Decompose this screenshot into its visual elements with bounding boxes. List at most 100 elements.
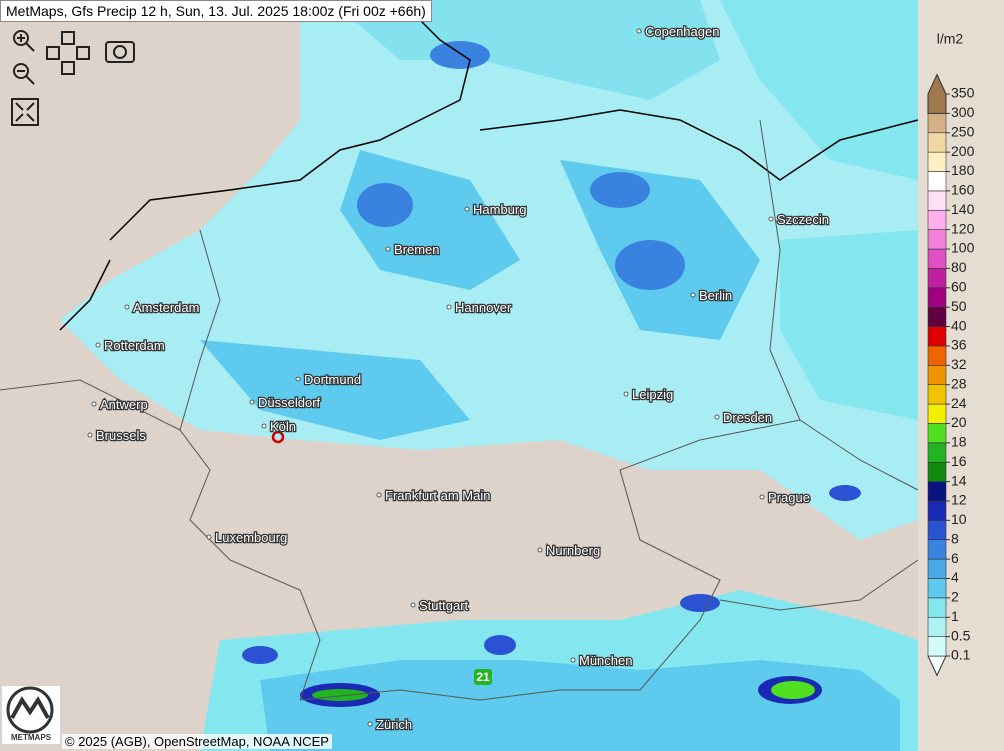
legend-swatch: [927, 345, 947, 366]
city-label: Rotterdam: [104, 338, 165, 353]
legend-unit: l/m2: [937, 31, 964, 47]
city-dot: [95, 342, 101, 348]
borders: [0, 119, 919, 701]
city-label: Hamburg: [473, 202, 526, 217]
legend-label: 4: [951, 569, 959, 585]
city-dot: [570, 657, 576, 663]
legend-label: 300: [951, 104, 975, 120]
title: MetMaps, Gfs Precip 12 h, Sun, 13. Jul. …: [0, 0, 432, 22]
city-dot: [385, 246, 391, 252]
city-label: Nurnberg: [546, 543, 600, 558]
city-label: Dresden: [723, 410, 772, 425]
legend-swatch: [927, 520, 947, 541]
legend-swatch: [927, 423, 947, 444]
legend-label: 40: [951, 317, 967, 333]
legend-swatch: [927, 384, 947, 405]
zoom-out[interactable]: [13, 63, 35, 85]
city-label: Luxembourg: [215, 530, 287, 545]
legend-label: 250: [951, 123, 975, 139]
city-label: Bremen: [394, 242, 440, 257]
city-label: Antwerp: [100, 397, 148, 412]
screenshot[interactable]: [105, 41, 135, 63]
legend-label: 160: [951, 182, 975, 198]
pan[interactable]: [46, 31, 90, 75]
city-label: Frankfurt am Main: [385, 488, 490, 503]
legend-swatch: [927, 578, 947, 599]
legend-swatch: [927, 113, 947, 134]
legend-label: 8: [951, 530, 959, 546]
legend-label: 140: [951, 201, 975, 217]
city-dot: [410, 602, 416, 608]
city-dot: [206, 534, 212, 540]
legend-label: 18: [951, 434, 967, 450]
legend-swatch: [927, 597, 947, 618]
city-dot: [367, 721, 373, 727]
legend-label: 60: [951, 278, 967, 294]
logo: METMAPS: [2, 686, 60, 744]
city-label: Dortmund: [304, 372, 361, 387]
legend-label: 2: [951, 589, 959, 605]
city-dot: [376, 492, 382, 498]
city-label: Leipzig: [632, 387, 673, 402]
city-dot: [464, 206, 470, 212]
zoom-in[interactable]: [13, 30, 35, 52]
legend-label: 50: [951, 298, 967, 314]
legend-label: 0.1: [951, 647, 971, 663]
legend-swatch: [927, 403, 947, 424]
legend-swatch: [927, 132, 947, 153]
legend-label: 6: [951, 550, 959, 566]
legend-swatch: [927, 248, 947, 269]
location-marker[interactable]: [271, 430, 285, 444]
attribution: © 2025 (AGB), OpenStreetMap, NOAA NCEP: [62, 734, 332, 749]
legend-label: 24: [951, 395, 967, 411]
city-label: Berlin: [699, 288, 732, 303]
legend-swatch: [927, 636, 947, 657]
legend-label: 20: [951, 414, 967, 430]
controls: [11, 30, 135, 126]
legend-swatch: [927, 539, 947, 560]
legend-swatch: [927, 616, 947, 637]
city-label: München: [579, 653, 632, 668]
city-label: Hannover: [455, 300, 512, 315]
city-dot: [249, 399, 255, 405]
coastline: [59, 19, 919, 331]
city-dot: [768, 216, 774, 222]
legend-swatch: [927, 461, 947, 482]
precip-field: [60, 0, 918, 751]
legend-swatch: [927, 190, 947, 211]
legend-swatch: [927, 171, 947, 192]
city-label: Amsterdam: [133, 300, 199, 315]
legend-swatch: [927, 151, 947, 172]
max-marker: [474, 669, 492, 685]
legend-swatch: [927, 287, 947, 308]
legend-label: 100: [951, 240, 975, 256]
legend-swatch: [927, 365, 947, 385]
city-label: Brussels: [96, 428, 146, 443]
legend-swatch: [927, 209, 947, 230]
city-dot: [537, 547, 543, 553]
legend-label: 350: [951, 85, 975, 101]
fullscreen[interactable]: [11, 98, 39, 126]
legend-label: 14: [951, 472, 967, 488]
city-label: Zürich: [376, 717, 412, 732]
max-marker-label: 21: [476, 670, 490, 684]
city-dot: [623, 391, 629, 397]
city-dot: [759, 494, 765, 500]
city-dot: [714, 414, 720, 420]
legend-label: 16: [951, 453, 967, 469]
city-dot: [446, 304, 452, 310]
city-dot: [91, 401, 97, 407]
legend-label: 0.5: [951, 627, 971, 643]
legend-label: 10: [951, 511, 967, 527]
legend-label: 120: [951, 220, 975, 236]
legend-label: 32: [951, 356, 967, 372]
city-dot: [124, 304, 130, 310]
city-label: Prague: [768, 490, 810, 505]
logo-text: METMAPS: [11, 733, 52, 742]
legend-label: 12: [951, 492, 967, 508]
legend-swatch: [927, 306, 947, 327]
city-label: Düsseldorf: [258, 395, 321, 410]
city-dot: [295, 376, 301, 382]
